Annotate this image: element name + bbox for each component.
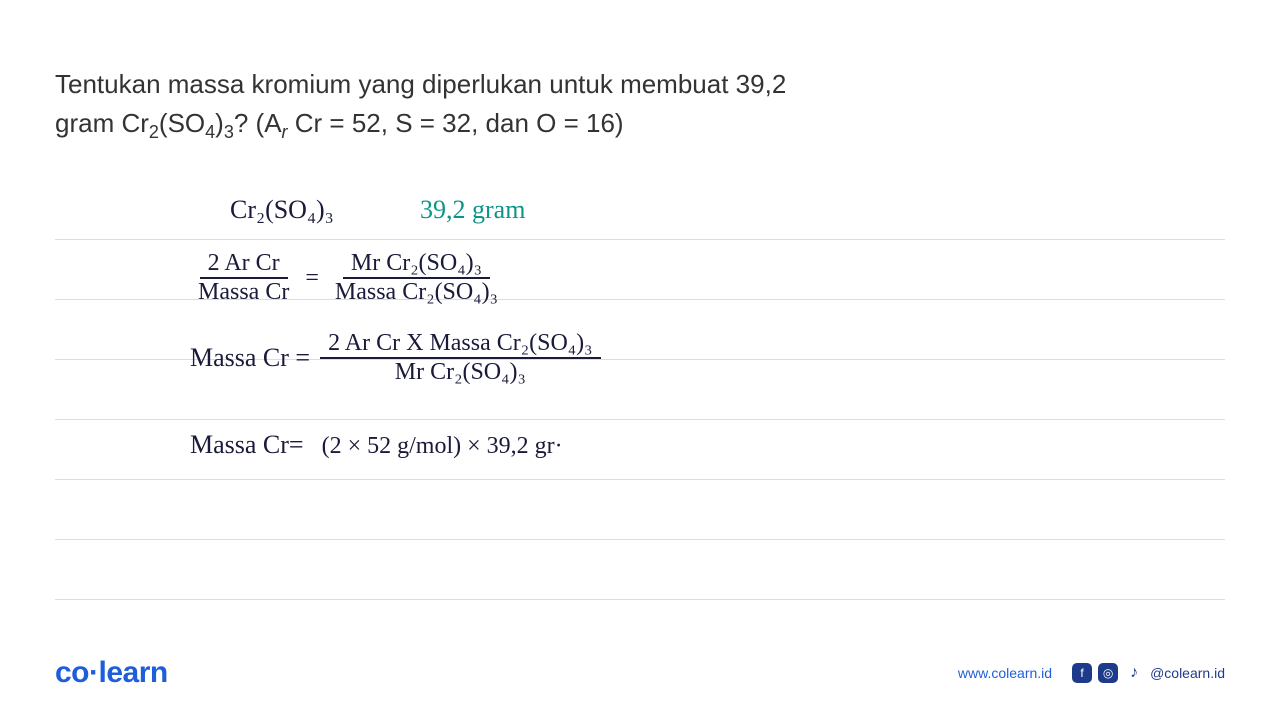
q-sub2: 4	[205, 122, 215, 142]
ruled-paper-area	[55, 180, 1225, 620]
hw-given-mass: 39,2 gram	[420, 195, 525, 225]
footer-right: www.colearn.id f ◎ ♪ @colearn.id	[958, 663, 1225, 683]
question-block: Tentukan massa kromium yang diperlukan u…	[55, 65, 1225, 146]
social-handle: @colearn.id	[1150, 665, 1225, 681]
hw-frac-den: Mr Cr₂(SO₄)₃	[387, 359, 534, 386]
hw-substitution: Massa Cr= (2 × 52 g/mol) × 39,2 gr·	[190, 430, 571, 460]
social-links: f ◎ ♪ @colearn.id	[1072, 663, 1225, 683]
rule-line	[55, 540, 1225, 600]
q-sub1: 2	[149, 122, 159, 142]
hw-fraction-left: 2 Ar Cr Massa Cr	[190, 250, 297, 306]
hw-massa-label: Massa Cr =	[190, 343, 310, 373]
rule-line	[55, 480, 1225, 540]
hw-frac-den: Massa Cr	[190, 279, 297, 306]
hw-equals: =	[297, 265, 327, 292]
facebook-icon: f	[1072, 663, 1092, 683]
logo-learn: learn	[99, 656, 168, 689]
hw-frac-num: Mr Cr₂(SO₄)₃	[343, 250, 490, 279]
question-line-2: gram Cr2(SO4)3? (Ar Cr = 52, S = 32, dan…	[55, 104, 1225, 146]
q-q: ? (A	[234, 108, 282, 138]
hw-ratio-equation: 2 Ar Cr Massa Cr = Mr Cr₂(SO₄)₃ Massa Cr…	[190, 250, 506, 306]
instagram-icon: ◎	[1098, 663, 1118, 683]
website-url: www.colearn.id	[958, 665, 1052, 681]
hw-frac-den: Massa Cr₂(SO₄)₃	[327, 279, 506, 306]
colearn-logo: co·learn	[55, 656, 168, 690]
q-mid1: (SO	[159, 108, 205, 138]
q-prefix: gram Cr	[55, 108, 149, 138]
tiktok-icon: ♪	[1124, 663, 1144, 683]
hw-frac-num-partial: (2 × 52 g/mol) × 39,2 gr·	[314, 433, 571, 460]
question-line-1: Tentukan massa kromium yang diperlukan u…	[55, 65, 1225, 104]
hw-fraction-derived: 2 Ar Cr X Massa Cr₂(SO₄)₃ Mr Cr₂(SO₄)₃	[320, 330, 600, 386]
logo-dot: ·	[89, 656, 99, 689]
q-sub3: 3	[224, 122, 234, 142]
footer: co·learn www.colearn.id f ◎ ♪ @colearn.i…	[0, 656, 1280, 690]
q-values: Cr = 52, S = 32, dan O = 16)	[288, 108, 624, 138]
hw-given-formula: Cr₂(SO₄)₃	[230, 195, 334, 225]
hw-massa-label-2: Massa Cr=	[190, 430, 304, 460]
logo-co: co	[55, 656, 89, 689]
q-mid2: )	[215, 108, 224, 138]
hw-derived-equation: Massa Cr = 2 Ar Cr X Massa Cr₂(SO₄)₃ Mr …	[190, 330, 601, 386]
hw-frac-num: 2 Ar Cr X Massa Cr₂(SO₄)₃	[320, 330, 600, 359]
hw-frac-num: 2 Ar Cr	[200, 250, 288, 279]
hw-fraction-sub: (2 × 52 g/mol) × 39,2 gr·	[314, 433, 571, 460]
hw-fraction-right: Mr Cr₂(SO₄)₃ Massa Cr₂(SO₄)₃	[327, 250, 506, 306]
